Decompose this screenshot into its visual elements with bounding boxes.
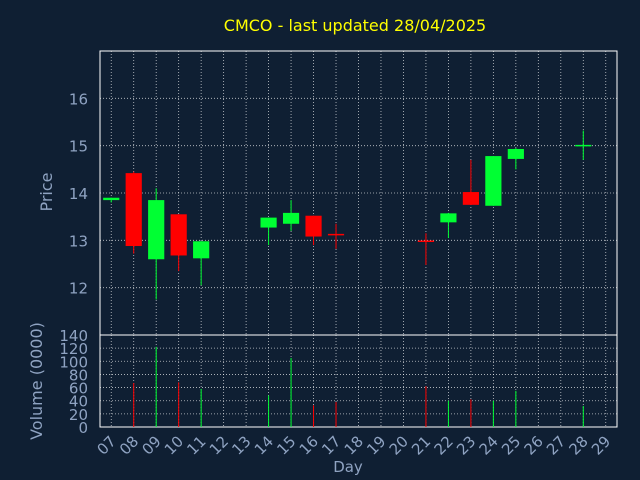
volume-tick-label: 80 (69, 366, 88, 384)
price-tick-label: 12 (69, 280, 88, 298)
chart-title: CMCO - last updated 28/04/2025 (224, 16, 486, 35)
volume-panel-frame (99, 334, 618, 428)
candle-body (282, 212, 300, 224)
price-tick-label: 13 (69, 232, 88, 250)
volume-tick-label: 0 (78, 419, 88, 437)
volume-axis-label: Volume (0000) (27, 322, 46, 440)
volume-tick-label: 100 (59, 353, 88, 371)
candle-body (148, 200, 165, 260)
candle-body (103, 197, 120, 201)
volume-tick-label: 40 (69, 393, 88, 411)
candle-body (193, 241, 210, 259)
volume-bars-layer (133, 346, 584, 427)
candle-body (507, 148, 524, 159)
price-axis-ticks: 12 13 14 15 16 (69, 90, 88, 297)
volume-tick-label: 120 (59, 340, 88, 358)
price-tick-label: 15 (69, 138, 88, 156)
volume-tick-label: 140 (59, 327, 88, 345)
x-axis-ticks: 0708091011121314151617181920212223242526… (93, 432, 614, 458)
candle-body (170, 214, 187, 256)
volume-tick-label: 20 (69, 406, 88, 424)
candle-body (260, 217, 277, 228)
x-axis-label: Day (333, 458, 363, 476)
candle-body (125, 173, 142, 247)
volume-tick-label: 60 (69, 380, 88, 398)
price-axis-label: Price (37, 172, 56, 211)
candle-body (485, 156, 502, 206)
candle-body (462, 192, 479, 205)
price-tick-label: 16 (69, 90, 88, 108)
candles-layer (103, 130, 592, 300)
candle-body (305, 215, 322, 237)
candle-body (440, 213, 457, 223)
price-tick-label: 14 (69, 185, 88, 203)
